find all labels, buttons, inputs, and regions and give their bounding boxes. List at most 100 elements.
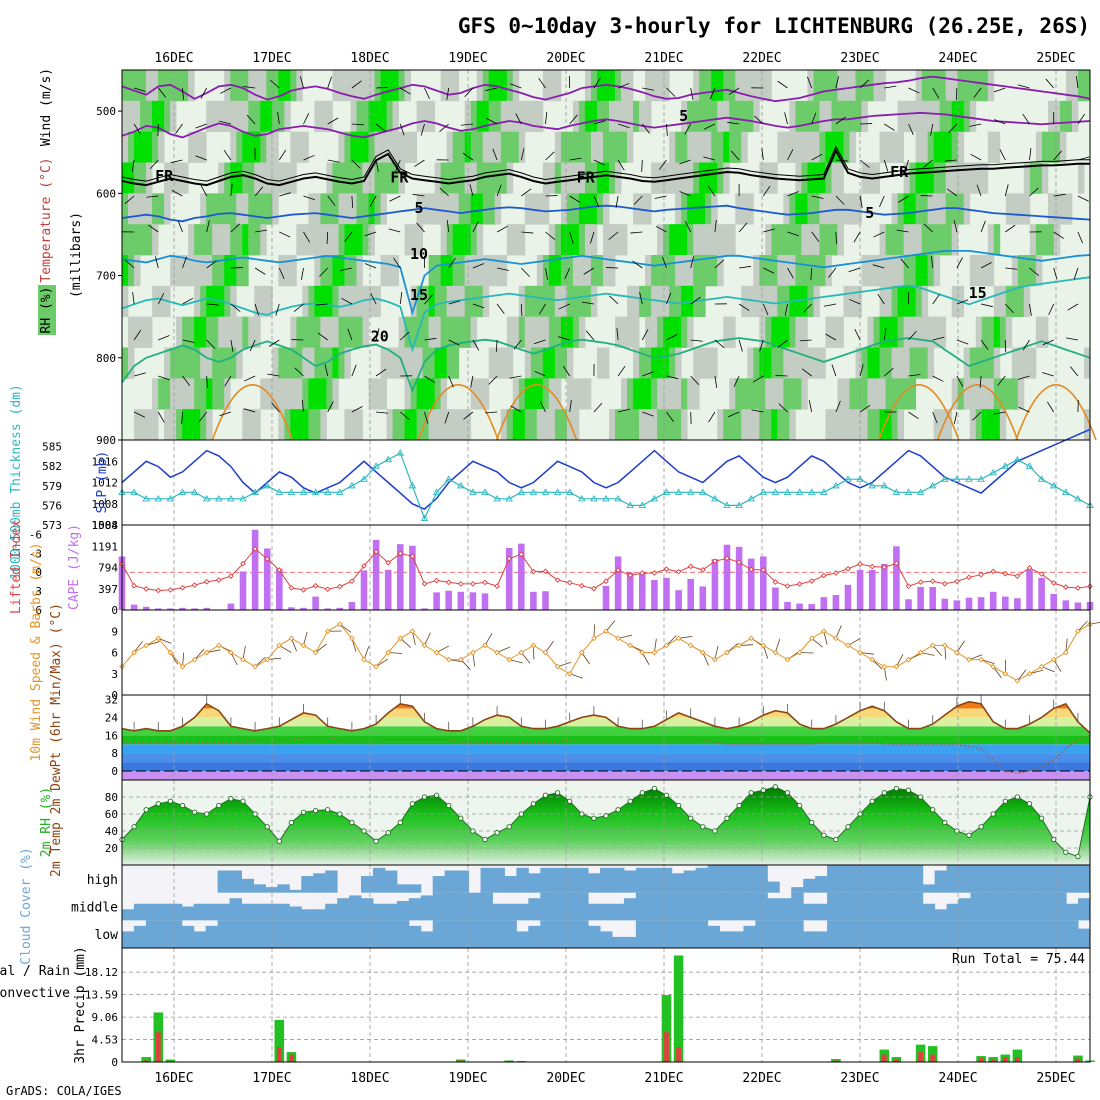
lifted-index-marker xyxy=(131,582,137,589)
rh-cell xyxy=(416,316,424,348)
rh-cell xyxy=(164,193,171,225)
rh-cell xyxy=(542,162,550,194)
wind-barb xyxy=(585,330,595,341)
rh-cell xyxy=(284,70,291,102)
date-label-bottom: 16DEC xyxy=(154,1071,193,1086)
wind-barb xyxy=(898,195,909,203)
wind-barb xyxy=(230,339,234,352)
rh-cell xyxy=(909,316,917,348)
rh-cell xyxy=(278,347,285,379)
rh-cell xyxy=(777,347,784,379)
rh-cell xyxy=(242,131,249,163)
rh-cell xyxy=(410,409,418,441)
rh-marker xyxy=(458,815,464,821)
rh-cell xyxy=(272,347,279,379)
cloud-bar xyxy=(611,867,625,893)
rh-cell xyxy=(777,316,784,348)
rh-cell xyxy=(921,70,929,102)
rh-cell xyxy=(584,285,592,318)
wind-barb xyxy=(400,411,410,421)
cloud-bar xyxy=(133,925,147,948)
rh-cell xyxy=(825,162,832,194)
cape-bar xyxy=(711,559,719,610)
wind-speed-marker xyxy=(820,628,827,635)
thickness-marker xyxy=(662,488,671,495)
lifted-index-marker xyxy=(1062,584,1069,590)
rh-cell xyxy=(957,131,965,163)
rh-cell xyxy=(260,378,267,410)
wind-barb xyxy=(510,405,522,413)
rh-cell xyxy=(332,70,339,102)
wind-barb xyxy=(376,411,389,414)
rh-cell xyxy=(512,409,520,441)
rh-cell xyxy=(530,347,538,379)
wind-barb xyxy=(759,339,764,352)
rh-cell xyxy=(194,378,201,410)
rh-cell xyxy=(903,255,911,287)
rh-cell xyxy=(452,316,460,348)
rh-cell xyxy=(350,285,357,318)
rh-cell xyxy=(789,347,796,379)
cloud-bar xyxy=(1078,898,1091,921)
rh-cell xyxy=(398,409,405,441)
rh-cell xyxy=(152,70,159,102)
rh-cell xyxy=(164,100,171,133)
wind-barb xyxy=(448,257,456,269)
rh-cell xyxy=(260,70,267,102)
cloud-bar xyxy=(468,892,482,921)
rh-cell xyxy=(867,409,874,441)
wind-barb xyxy=(835,400,841,413)
rh-cell xyxy=(981,347,989,379)
precip-total-bar xyxy=(1012,1049,1023,1062)
rh-cell xyxy=(590,162,598,194)
rh-cell xyxy=(404,131,411,163)
wind-barb xyxy=(472,339,480,351)
rh-cell xyxy=(765,224,772,256)
precip-total-bar xyxy=(927,1046,938,1062)
thickness-marker xyxy=(916,488,925,495)
rh-cell xyxy=(897,409,905,441)
lifted-index-marker xyxy=(687,563,694,570)
rh-cell xyxy=(675,255,682,287)
wind-barb xyxy=(497,267,509,271)
rh-cell xyxy=(338,224,345,256)
rh-cell xyxy=(230,255,237,287)
cape-bar xyxy=(263,548,271,610)
rh-cell xyxy=(753,70,760,102)
rh-cell xyxy=(314,285,321,318)
rh-cell xyxy=(693,347,700,379)
rh-cell xyxy=(332,378,339,410)
wind-barb xyxy=(969,123,982,127)
rh-cell xyxy=(645,193,652,225)
rh-cell xyxy=(729,224,736,256)
wind-barb xyxy=(400,331,410,341)
thickness-marker xyxy=(989,468,997,476)
thickness-marker xyxy=(856,475,864,482)
precip-convective-bar xyxy=(289,1054,294,1062)
rh-cell xyxy=(602,131,610,163)
rh-unit-label: RH (%) xyxy=(39,287,54,334)
rh-cell xyxy=(374,131,381,163)
precip-convective-bar xyxy=(881,1054,887,1062)
wind-speed-marker xyxy=(143,642,150,649)
rh-cell xyxy=(386,131,393,163)
rh-cell xyxy=(590,193,598,225)
rh-cell xyxy=(128,162,135,194)
rh-cell xyxy=(368,193,375,225)
thickness-tick-label: 582 xyxy=(42,460,62,473)
rh-cell xyxy=(308,285,315,318)
rh-cell xyxy=(152,100,159,133)
wind-barb xyxy=(953,220,958,233)
rh-cell xyxy=(506,70,514,102)
rh-cell xyxy=(675,409,682,441)
thickness-marker xyxy=(590,494,598,502)
wind-barb xyxy=(956,257,963,269)
rh-cell xyxy=(987,347,995,379)
wind-barb xyxy=(854,329,861,341)
rh-cell xyxy=(278,100,285,133)
rh-cell xyxy=(350,162,357,194)
cloud-bar xyxy=(588,925,601,948)
rh-cell xyxy=(849,100,856,133)
rh-cell xyxy=(332,347,339,379)
temp-band xyxy=(122,753,1090,763)
